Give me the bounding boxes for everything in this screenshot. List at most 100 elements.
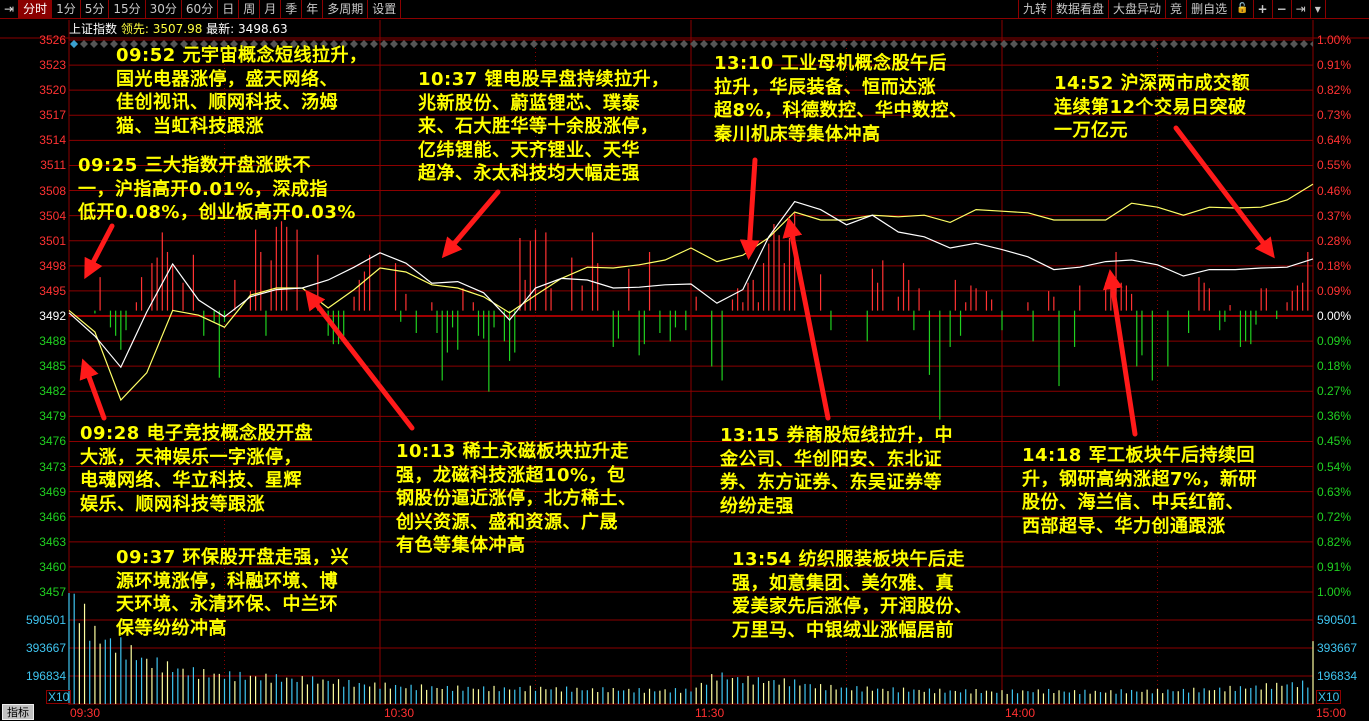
price-tick-label: 3511	[40, 158, 66, 173]
volume-tick-label: 196834	[25, 669, 66, 683]
latest-value: 3498.63	[238, 22, 288, 36]
volume-multiplier-right: X10	[1316, 690, 1342, 704]
percent-tick-label: 1.00%	[1317, 33, 1352, 47]
tab-period-5[interactable]: 60分	[182, 0, 219, 19]
volume-tick-label: 393667	[25, 641, 66, 655]
annotation-1013: 10:13 稀土永磁板块拉升走 强，龙磁科技涨超10%，包 钢股份逼近涨停，北方稀土…	[396, 441, 637, 556]
percent-tick-label: 0.00%	[1317, 309, 1352, 323]
next-icon[interactable]: ⇥	[1292, 0, 1311, 19]
remove-watchlist-button[interactable]: 删自选	[1187, 0, 1233, 19]
percent-tick-label: 0.63%	[1317, 484, 1352, 499]
price-tick-label: 3492	[39, 309, 66, 323]
price-tick-label: 3514	[39, 133, 66, 148]
price-tick-label: 3520	[39, 83, 66, 98]
annotation-arrows	[79, 125, 1275, 437]
percent-tick-label: 0.36%	[1317, 409, 1352, 424]
tab-period-0[interactable]: 分时	[19, 0, 53, 19]
annotation-1354: 13:54 纺织服装板块午后走 强，如意集团、美尔雅、真 爱美家先后涨停，开润股份、…	[732, 549, 973, 641]
price-tick-label: 3476	[39, 434, 66, 449]
tab-period-7[interactable]: 周	[239, 0, 261, 19]
arrow-1037	[441, 189, 501, 259]
market-alert-button[interactable]: 大盘异动	[1109, 0, 1167, 19]
percent-tick-label: 0.55%	[1317, 158, 1352, 173]
percent-tick-label: 0.91%	[1317, 559, 1352, 574]
percent-tick-label: 0.18%	[1317, 359, 1352, 374]
tab-period-10[interactable]: 年	[302, 0, 324, 19]
percent-tick-label: 0.72%	[1317, 509, 1352, 524]
data-view-button[interactable]: 数据看盘	[1052, 0, 1110, 19]
arrow-1452	[1173, 125, 1275, 259]
percent-tick-label: 1.00%	[1317, 585, 1352, 599]
percent-tick-label: 0.54%	[1317, 459, 1352, 474]
annotation-0937: 09:37 环保股开盘走强，兴 源环境涨停，科融环境、博 天环境、永清环保、中兰环保…	[116, 547, 350, 639]
minus-icon[interactable]: −	[1273, 0, 1292, 19]
percent-tick-label: 0.82%	[1317, 83, 1352, 98]
jiuzhuan-button[interactable]: 九转	[1019, 0, 1053, 19]
arrow-1418	[1102, 269, 1138, 437]
time-label-1400: 14:00	[1005, 706, 1036, 720]
latest-label: 最新:	[206, 22, 235, 36]
percent-tick-label: 0.09%	[1317, 334, 1352, 349]
leading-value: 3507.98	[152, 22, 203, 36]
volume-tick-label: 196834	[1317, 669, 1358, 683]
toolbar-right: 九转 数据看盘 大盘异动 竞 删自选 🔓 + − ⇥ ▾	[1018, 0, 1326, 19]
percent-tick-label: 0.82%	[1317, 534, 1352, 549]
tab-period-4[interactable]: 30分	[146, 0, 182, 19]
auction-button[interactable]: 竞	[1166, 0, 1188, 19]
plus-icon[interactable]: +	[1254, 0, 1273, 19]
time-label-1500: 15:00	[1316, 706, 1347, 720]
annotation-0925: 09:25 三大指数开盘涨跌不 一，沪指高开0.01%，深成指 低开0.08%，创业…	[78, 155, 356, 223]
tab-period-3[interactable]: 15分	[109, 0, 146, 19]
volume-tick-label: 590501	[1317, 613, 1358, 627]
price-tick-label: 3463	[39, 534, 66, 549]
lock-icon[interactable]: 🔓	[1232, 0, 1254, 19]
tab-period-6[interactable]: 日	[218, 0, 240, 19]
price-tick-label: 3498	[39, 258, 66, 273]
tab-period-12[interactable]: 设置	[368, 0, 402, 19]
volume-multiplier-left: X10	[46, 690, 72, 704]
price-tick-label: 3495	[39, 283, 66, 298]
annotation-1037: 10:37 锂电股早盘持续拉升， 兆新股份、蔚蓝锂芯、璞泰 来、石大胜华等十余股涨停…	[418, 69, 670, 184]
period-tabs: 分时 1分 5分 15分 30分 60分日周月季年多周期 设置	[19, 0, 402, 19]
series-line-latest	[68, 200, 1314, 369]
timeline-marker-row	[71, 38, 1313, 50]
price-tick-label: 3460	[39, 559, 66, 574]
arrow-1013	[305, 289, 415, 431]
annotation-1418: 14:18 军工板块午后持续回 升，钢研高纳涨超7%，新研 股份、海兰信、中兵红箭、…	[1022, 445, 1258, 537]
time-label-1130: 11:30	[695, 706, 725, 720]
dropdown-icon[interactable]: ▾	[1311, 0, 1326, 19]
tab-period-8[interactable]: 月	[260, 0, 282, 19]
price-tick-label: 3466	[39, 509, 66, 524]
volume-tick-label: 590501	[25, 613, 66, 627]
tab-period-9[interactable]: 季	[281, 0, 303, 19]
percent-tick-label: 0.28%	[1317, 233, 1352, 248]
percent-tick-label: 0.64%	[1317, 133, 1352, 148]
percent-tick-label: 0.18%	[1317, 258, 1352, 273]
annotation-1315: 13:15 券商股短线拉升，中 金公司、华创阳安、东北证 券、东方证券、东吴证券等纷…	[720, 425, 954, 517]
price-tick-label: 3526	[39, 33, 66, 47]
percent-tick-label: 0.27%	[1317, 384, 1352, 399]
indicator-button[interactable]: 指标	[2, 704, 34, 720]
tab-period-11[interactable]: 多周期	[323, 0, 369, 19]
series-line-leading	[68, 183, 1314, 402]
price-tick-label: 3479	[39, 409, 66, 424]
tab-period-2[interactable]: 5分	[81, 0, 110, 19]
volume-bars	[68, 593, 1314, 704]
tab-period-1[interactable]: 1分	[52, 0, 81, 19]
period-toolbar: ⇥ 分时 1分 5分 15分 30分 60分日周月季年多周期 设置 九转 数据看盘 大盘异动…	[0, 0, 1369, 19]
price-tick-label: 3485	[39, 359, 66, 374]
leading-label: 领先:	[120, 22, 149, 36]
percent-tick-label: 0.73%	[1317, 108, 1352, 123]
arrow-0925	[84, 223, 115, 280]
price-tick-label: 3473	[39, 459, 66, 474]
time-label-1030: 10:30	[384, 706, 415, 720]
annotation-1452: 14:52 沪深两市成交额 连续第12个交易日突破 一万亿元	[1054, 73, 1251, 141]
index-name: 上证指数	[69, 22, 118, 36]
price-lines	[68, 183, 1314, 402]
price-tick-label: 3488	[39, 334, 66, 349]
percent-tick-label: 0.46%	[1317, 183, 1352, 198]
arrow-1315	[782, 217, 831, 421]
collapse-arrow-icon[interactable]: ⇥	[0, 0, 20, 19]
price-tick-label: 3508	[39, 183, 66, 198]
